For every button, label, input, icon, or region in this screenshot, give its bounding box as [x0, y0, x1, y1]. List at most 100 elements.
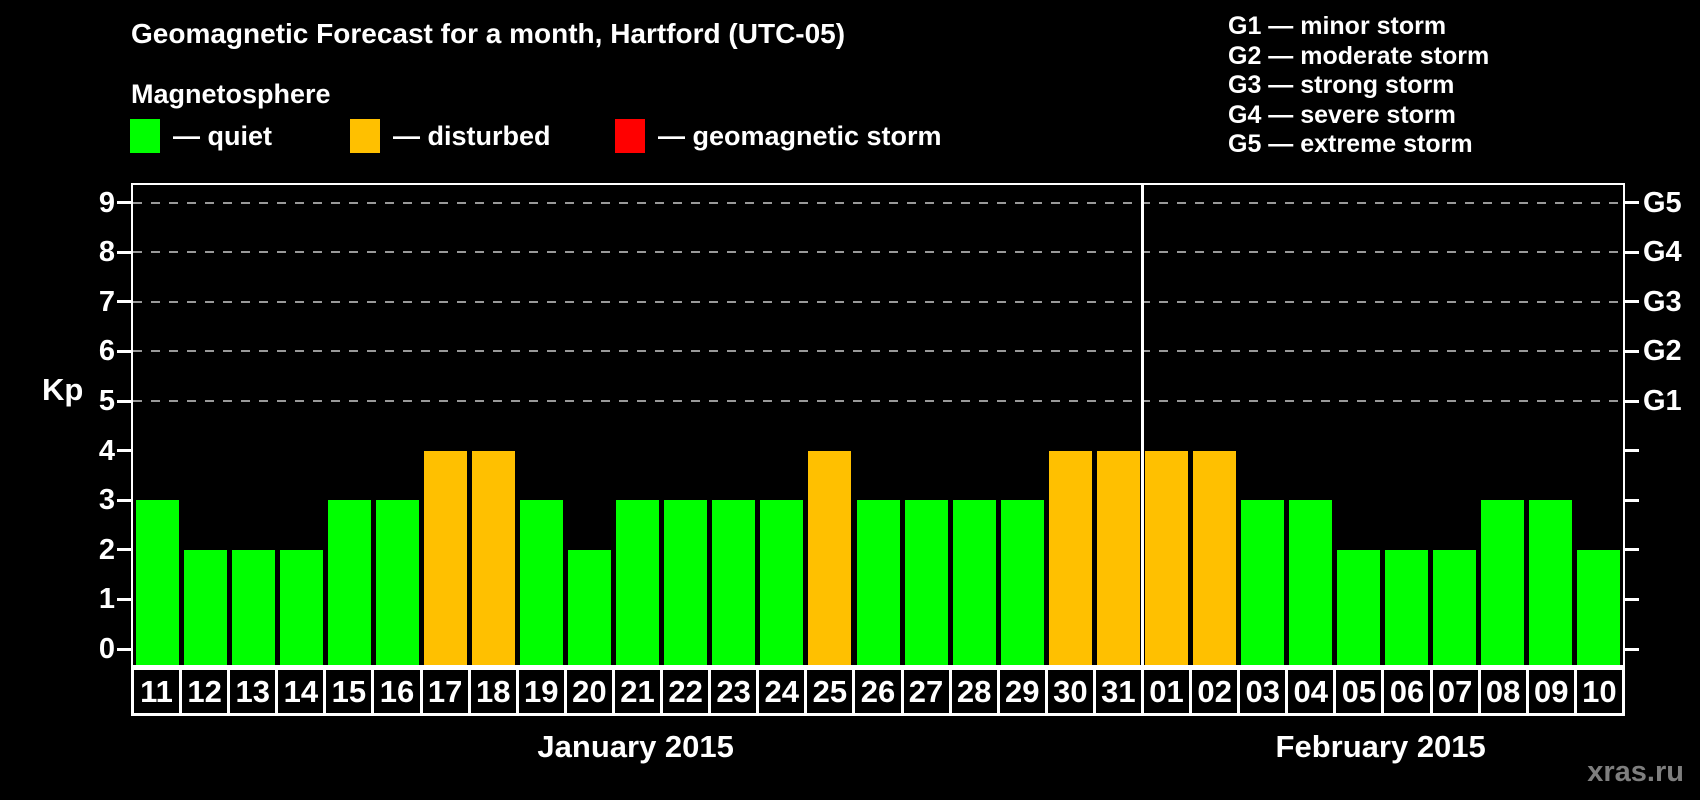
bar-day-20	[568, 549, 612, 665]
date-cell-08: 08	[1477, 667, 1529, 716]
legend-item-label: — geomagnetic storm	[658, 120, 942, 151]
date-cell-22: 22	[660, 667, 712, 716]
bar-day-08	[1481, 500, 1525, 665]
legend-item-storm: — geomagnetic storm	[615, 119, 942, 153]
right-axis-tick-1	[1625, 597, 1639, 601]
date-cell-10: 10	[1573, 667, 1625, 716]
y-axis-tick-5	[117, 399, 131, 403]
legend-item-disturbed: — disturbed	[350, 119, 551, 153]
date-cell-14: 14	[275, 667, 327, 716]
y-axis-tick-6	[117, 349, 131, 353]
date-cell-20: 20	[563, 667, 615, 716]
bar-day-01	[1144, 450, 1188, 665]
date-cell-12: 12	[179, 667, 231, 716]
gridline-kp-9	[133, 201, 1623, 204]
bar-day-15	[327, 500, 371, 665]
y-axis-tick-label: 5	[98, 385, 115, 417]
storm-color-swatch	[615, 119, 645, 153]
date-cell-11: 11	[131, 667, 183, 716]
date-cell-23: 23	[708, 667, 760, 716]
bar-day-12	[183, 549, 227, 665]
g-scale-label-g1: G1	[1643, 385, 1682, 417]
y-axis-tick-label: 8	[98, 236, 115, 269]
bar-day-10	[1577, 549, 1621, 665]
g-legend-line: G1 — minor storm	[1228, 12, 1447, 40]
bar-day-14	[279, 549, 323, 665]
date-cell-06: 06	[1381, 667, 1433, 716]
date-cell-01: 01	[1140, 667, 1193, 716]
legend-item-label: — disturbed	[393, 120, 551, 151]
g-legend-line: G2 — moderate storm	[1228, 41, 1490, 70]
y-axis-tick-1	[117, 597, 131, 601]
legend-item-label: — quiet	[173, 120, 272, 151]
bar-day-28	[952, 500, 996, 665]
month-separator-line	[1140, 185, 1144, 665]
watermark: xras.ru	[1587, 756, 1684, 788]
bar-day-31	[1096, 450, 1140, 665]
date-cell-27: 27	[900, 667, 952, 716]
bar-day-11	[135, 500, 179, 665]
date-cell-25: 25	[804, 667, 856, 716]
y-axis-tick-4	[117, 449, 131, 453]
g-scale-label-g4: G4	[1643, 236, 1682, 269]
y-axis-tick-label: 1	[98, 583, 115, 616]
bar-day-02	[1192, 450, 1236, 665]
date-cell-09: 09	[1525, 667, 1577, 716]
date-cell-13: 13	[227, 667, 279, 716]
y-axis-tick-label: 7	[98, 285, 115, 318]
date-cell-31: 31	[1092, 667, 1144, 716]
right-axis-tick-5	[1625, 399, 1639, 403]
bar-day-17	[423, 450, 467, 665]
date-cell-21: 21	[611, 667, 664, 716]
bar-day-22	[664, 500, 708, 665]
bar-day-13	[231, 549, 275, 665]
bar-day-09	[1529, 500, 1573, 665]
date-cell-29: 29	[996, 667, 1048, 716]
magnetosphere-label: Magnetosphere	[131, 79, 331, 109]
bar-day-06	[1385, 549, 1429, 665]
bar-day-25	[808, 450, 852, 665]
g-scale-label-g3: G3	[1643, 285, 1682, 318]
bar-day-19	[520, 500, 564, 665]
bar-day-05	[1337, 549, 1381, 665]
date-cell-19: 19	[515, 667, 567, 716]
y-axis-tick-8	[117, 250, 131, 254]
g-scale-label-g5: G5	[1643, 186, 1682, 219]
g-legend-line: G3 — strong storm	[1228, 71, 1455, 99]
right-axis-tick-9	[1625, 201, 1639, 205]
date-cell-24: 24	[756, 667, 808, 716]
right-axis-tick-8	[1625, 250, 1639, 254]
month-label-february: February 2015	[1275, 729, 1486, 764]
gridline-kp-6	[133, 350, 1623, 353]
date-cell-28: 28	[948, 667, 1000, 716]
right-axis-tick-0	[1625, 647, 1639, 651]
gridline-kp-7	[133, 300, 1623, 303]
date-cell-07: 07	[1429, 667, 1481, 716]
chart-title: Geomagnetic Forecast for a month, Hartfo…	[131, 18, 846, 49]
y-axis-tick-0	[117, 647, 131, 651]
bar-day-18	[471, 450, 515, 665]
right-axis-tick-7	[1625, 300, 1639, 304]
date-cell-18: 18	[467, 667, 519, 716]
g-legend-line: G4 — severe storm	[1228, 100, 1456, 129]
date-cell-16: 16	[371, 667, 423, 716]
bar-day-07	[1433, 549, 1477, 665]
y-axis-tick-label: 4	[98, 434, 115, 467]
bar-day-27	[904, 500, 948, 665]
gridline-kp-5	[133, 400, 1623, 402]
bar-day-21	[616, 500, 660, 665]
y-axis-tick-7	[117, 300, 131, 304]
right-axis-tick-3	[1625, 498, 1639, 502]
date-axis: 11 12 13 14 15 16 17 18 19 20 21 22 23 24 25 26 27 28 29 30…	[131, 667, 1625, 716]
date-cell-15: 15	[323, 667, 375, 716]
y-axis-tick-2	[117, 548, 131, 552]
month-label-january: January 2015	[537, 729, 734, 764]
date-cell-30: 30	[1044, 667, 1096, 716]
y-axis-label: Kp	[42, 372, 84, 407]
right-axis-tick-4	[1625, 449, 1639, 453]
quiet-color-swatch	[130, 119, 160, 153]
bar-day-03	[1241, 500, 1285, 665]
date-cell-05: 05	[1333, 667, 1385, 716]
bar-day-16	[375, 500, 419, 665]
